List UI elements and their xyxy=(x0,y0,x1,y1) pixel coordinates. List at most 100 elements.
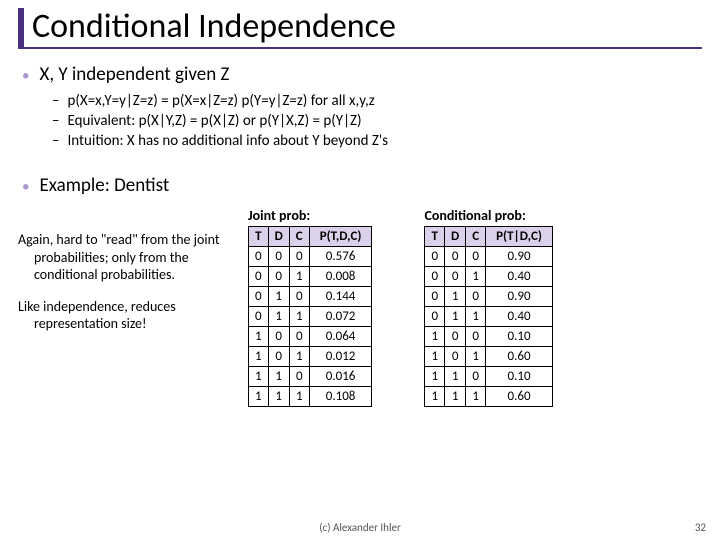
table-row: 0000.90 xyxy=(425,247,552,267)
table-cell: 1 xyxy=(466,387,486,407)
joint-table-caption: Joint prob: xyxy=(248,207,372,224)
example-section: Again, hard to "read" from the joint pro… xyxy=(18,207,702,407)
bullet-dot-icon: • xyxy=(22,69,29,84)
table-cell: 1 xyxy=(445,307,466,327)
table-cell: 0 xyxy=(268,247,289,267)
dash-icon: – xyxy=(52,92,59,110)
title-bar: Conditional Independence xyxy=(18,8,702,49)
table-row: 0110.40 xyxy=(425,307,552,327)
tables-container: Joint prob: TDCP(T,D,C) 0000.5760010.008… xyxy=(248,207,553,407)
table-cell: 0 xyxy=(466,247,486,267)
table-header: P(T|D,C) xyxy=(486,227,553,247)
table-cell: 0.072 xyxy=(309,307,372,327)
table-cell: 1 xyxy=(268,307,289,327)
table-cell: 0 xyxy=(425,287,445,307)
table-cell: 1 xyxy=(249,367,269,387)
table-cell: 0 xyxy=(466,367,486,387)
table-cell: 0 xyxy=(268,267,289,287)
table-cell: 1 xyxy=(425,347,445,367)
bullet-sub-3-text: Intuition: X has no additional info abou… xyxy=(67,132,388,150)
table-cell: 0.90 xyxy=(486,287,553,307)
table-cell: 1 xyxy=(425,367,445,387)
table-cell: 1 xyxy=(445,387,466,407)
table-cell: 0.008 xyxy=(309,267,372,287)
table-header: T xyxy=(425,227,445,247)
table-cell: 0 xyxy=(425,307,445,327)
table-row: 1100.10 xyxy=(425,367,552,387)
cond-table: TDCP(T|D,C) 0000.900010.400100.900110.40… xyxy=(424,226,552,407)
dash-icon: – xyxy=(52,112,59,130)
table-cell: 1 xyxy=(249,347,269,367)
table-cell: 0 xyxy=(425,267,445,287)
bullet-sub-1-text: p(X=x,Y=y|Z=z) = p(X=x|Z=z) p(Y=y|Z=z) f… xyxy=(67,92,374,110)
table-row: 1110.60 xyxy=(425,387,552,407)
table-header: D xyxy=(268,227,289,247)
table-row: 0110.072 xyxy=(249,307,372,327)
table-cell: 0.60 xyxy=(486,347,553,367)
table-header: D xyxy=(445,227,466,247)
table-cell: 1 xyxy=(425,387,445,407)
table-cell: 0 xyxy=(466,327,486,347)
cond-table-block: Conditional prob: TDCP(T|D,C) 0000.90001… xyxy=(424,207,552,407)
table-cell: 1 xyxy=(289,387,309,407)
table-cell: 0 xyxy=(425,247,445,267)
left-notes: Again, hard to "read" from the joint pro… xyxy=(18,207,248,347)
table-cell: 1 xyxy=(249,387,269,407)
bullet-sub-1: – p(X=x,Y=y|Z=z) = p(X=x|Z=z) p(Y=y|Z=z)… xyxy=(52,92,702,110)
table-row: 1010.012 xyxy=(249,347,372,367)
table-cell: 0.576 xyxy=(309,247,372,267)
table-row: 0100.144 xyxy=(249,287,372,307)
table-cell: 0.012 xyxy=(309,347,372,367)
footer-credit: (c) Alexander Ihler xyxy=(0,521,720,534)
table-cell: 0 xyxy=(289,287,309,307)
table-cell: 0 xyxy=(268,347,289,367)
table-row: 1010.60 xyxy=(425,347,552,367)
bullet-main-2-text: Example: Dentist xyxy=(39,174,169,197)
table-cell: 0 xyxy=(249,287,269,307)
table-row: 1100.016 xyxy=(249,367,372,387)
table-cell: 0 xyxy=(289,247,309,267)
table-cell: 1 xyxy=(466,307,486,327)
table-cell: 1 xyxy=(466,267,486,287)
table-cell: 1 xyxy=(268,367,289,387)
table-cell: 1 xyxy=(289,347,309,367)
table-header: C xyxy=(466,227,486,247)
note-1: Again, hard to "read" from the joint pro… xyxy=(18,231,236,284)
bullet-dot-icon: • xyxy=(22,180,29,195)
table-cell: 1 xyxy=(268,387,289,407)
table-cell: 1 xyxy=(425,327,445,347)
page-number: 32 xyxy=(695,521,706,534)
table-cell: 0 xyxy=(289,327,309,347)
table-cell: 0.40 xyxy=(486,307,553,327)
table-cell: 1 xyxy=(445,367,466,387)
table-cell: 1 xyxy=(289,267,309,287)
table-header: P(T,D,C) xyxy=(309,227,372,247)
table-cell: 1 xyxy=(466,347,486,367)
page-title: Conditional Independence xyxy=(32,8,702,45)
bullet-main-2: • Example: Dentist xyxy=(22,174,702,197)
table-cell: 0.016 xyxy=(309,367,372,387)
table-cell: 0 xyxy=(268,327,289,347)
table-row: 1000.10 xyxy=(425,327,552,347)
bullet-main-1-text: X, Y independent given Z xyxy=(39,63,229,86)
bullet-main-1: • X, Y independent given Z xyxy=(22,63,702,86)
table-cell: 0.60 xyxy=(486,387,553,407)
table-row: 0010.40 xyxy=(425,267,552,287)
table-cell: 1 xyxy=(445,287,466,307)
table-cell: 0 xyxy=(466,287,486,307)
table-row: 0010.008 xyxy=(249,267,372,287)
table-row: 0000.576 xyxy=(249,247,372,267)
joint-table: TDCP(T,D,C) 0000.5760010.0080100.1440110… xyxy=(248,226,372,407)
bullet-sub-2-text: Equivalent: p(X|Y,Z) = p(X|Z) or p(Y|X,Z… xyxy=(67,112,361,130)
table-cell: 1 xyxy=(289,307,309,327)
cond-table-caption: Conditional prob: xyxy=(424,207,552,224)
bullet-sub-2: – Equivalent: p(X|Y,Z) = p(X|Z) or p(Y|X… xyxy=(52,112,702,130)
table-cell: 0.10 xyxy=(486,327,553,347)
table-cell: 0 xyxy=(249,247,269,267)
table-cell: 0 xyxy=(445,347,466,367)
table-cell: 0 xyxy=(445,327,466,347)
table-cell: 0 xyxy=(249,307,269,327)
table-cell: 0 xyxy=(289,367,309,387)
table-cell: 0 xyxy=(445,247,466,267)
dash-icon: – xyxy=(52,132,59,150)
